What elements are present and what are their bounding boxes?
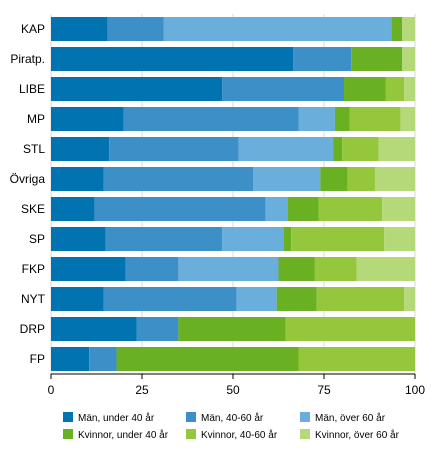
bars	[51, 17, 415, 371]
bar-segment	[402, 47, 415, 71]
bar-segment	[107, 17, 164, 41]
category-label: STL	[23, 142, 45, 156]
bar-segment	[391, 17, 403, 41]
bar-segment	[94, 197, 266, 221]
bar-segment	[291, 227, 385, 251]
legend: Män, under 40 år Män, 40-60 år Män, över 6…	[63, 412, 400, 441]
bar-segment	[51, 197, 95, 221]
legend-swatch	[63, 412, 73, 422]
category-label: MP	[27, 112, 45, 126]
bar-segment	[402, 17, 415, 41]
bar-segment	[103, 287, 237, 311]
bar-segment	[351, 47, 403, 71]
bar-segment	[51, 137, 110, 161]
legend-swatch	[186, 429, 196, 439]
bar-segment	[384, 227, 415, 251]
bar-segment	[123, 107, 299, 131]
category-label: FP	[30, 352, 45, 366]
bar-segment	[342, 137, 379, 161]
bar-segment	[103, 167, 254, 191]
bar-segment	[116, 347, 299, 371]
bar-segment	[334, 107, 350, 131]
x-axis: 0 25 50 75 100	[48, 373, 425, 397]
bar-segment	[276, 287, 317, 311]
bar-segment	[287, 197, 319, 221]
bar-segment	[285, 317, 415, 341]
bar-segment	[349, 107, 401, 131]
bar-segment	[382, 197, 415, 221]
bar-segment	[400, 107, 415, 131]
bar-segment	[298, 347, 415, 371]
x-tick-label: 100	[405, 383, 425, 397]
bar-segment	[105, 227, 223, 251]
legend-label: Män, under 40 år	[78, 412, 155, 424]
x-tick-label: 25	[135, 383, 149, 397]
bar-segment	[314, 257, 357, 281]
bar-segment	[51, 17, 108, 41]
bar-segment	[222, 227, 284, 251]
bar-segment	[278, 257, 315, 281]
bar-segment	[344, 77, 386, 101]
category-label: FKP	[22, 262, 45, 276]
bar-segment	[316, 287, 405, 311]
legend-label: Kvinnor, 40-60 år	[201, 429, 278, 441]
category-label: Piratp.	[10, 52, 45, 66]
bar-segment	[374, 167, 415, 191]
bar-segment	[51, 347, 90, 371]
legend-label: Män, 40-60 år	[201, 412, 264, 424]
category-label: SP	[29, 232, 45, 246]
bar-segment	[298, 107, 335, 131]
bar-segment	[51, 287, 104, 311]
bar-segment	[283, 227, 292, 251]
legend-label: Kvinnor, under 40 år	[78, 429, 169, 441]
bar-segment	[51, 77, 223, 101]
category-label: Övriga	[10, 172, 46, 186]
bar-segment	[51, 227, 106, 251]
category-label: SKE	[21, 202, 45, 216]
bar-segment	[136, 317, 179, 341]
bar-segment	[125, 257, 179, 281]
bar-segment	[51, 317, 137, 341]
bar-segment	[51, 167, 104, 191]
bar-segment	[356, 257, 415, 281]
category-label: LIBE	[19, 82, 45, 96]
bar-segment	[293, 47, 352, 71]
bar-segment	[385, 77, 405, 101]
legend-label: Män, över 60 år	[315, 412, 386, 424]
legend-swatch	[300, 429, 310, 439]
bar-segment	[404, 287, 415, 311]
bar-segment	[265, 197, 288, 221]
gridlines	[50, 14, 416, 374]
legend-swatch	[300, 412, 310, 422]
category-label: KAP	[21, 22, 45, 36]
bar-segment	[51, 107, 124, 131]
legend-swatch	[186, 412, 196, 422]
bar-segment	[236, 287, 277, 311]
bar-segment	[378, 137, 415, 161]
category-labels: KAP Piratp. LIBE MP STL Övriga SKE SP FKP NYT DRP F…	[10, 22, 46, 366]
bar-segment	[404, 77, 415, 101]
x-tick-label: 50	[226, 383, 240, 397]
bar-segment	[347, 167, 375, 191]
x-tick-label: 75	[317, 383, 331, 397]
x-tick-label: 0	[48, 383, 55, 397]
legend-label: Kvinnor, över 60 år	[315, 429, 400, 441]
bar-segment	[222, 77, 345, 101]
bar-segment	[238, 137, 334, 161]
bar-segment	[333, 137, 343, 161]
bar-segment	[318, 197, 383, 221]
bar-segment	[320, 167, 348, 191]
bar-segment	[253, 167, 321, 191]
legend-swatch	[63, 429, 73, 439]
bar-segment	[178, 257, 279, 281]
bar-segment	[109, 137, 239, 161]
category-label: NYT	[21, 292, 46, 306]
category-label: DRP	[20, 322, 45, 336]
bar-segment	[51, 257, 126, 281]
bar-segment	[89, 347, 117, 371]
bar-segment	[51, 47, 294, 71]
bar-segment	[163, 17, 392, 41]
bar-segment	[178, 317, 286, 341]
